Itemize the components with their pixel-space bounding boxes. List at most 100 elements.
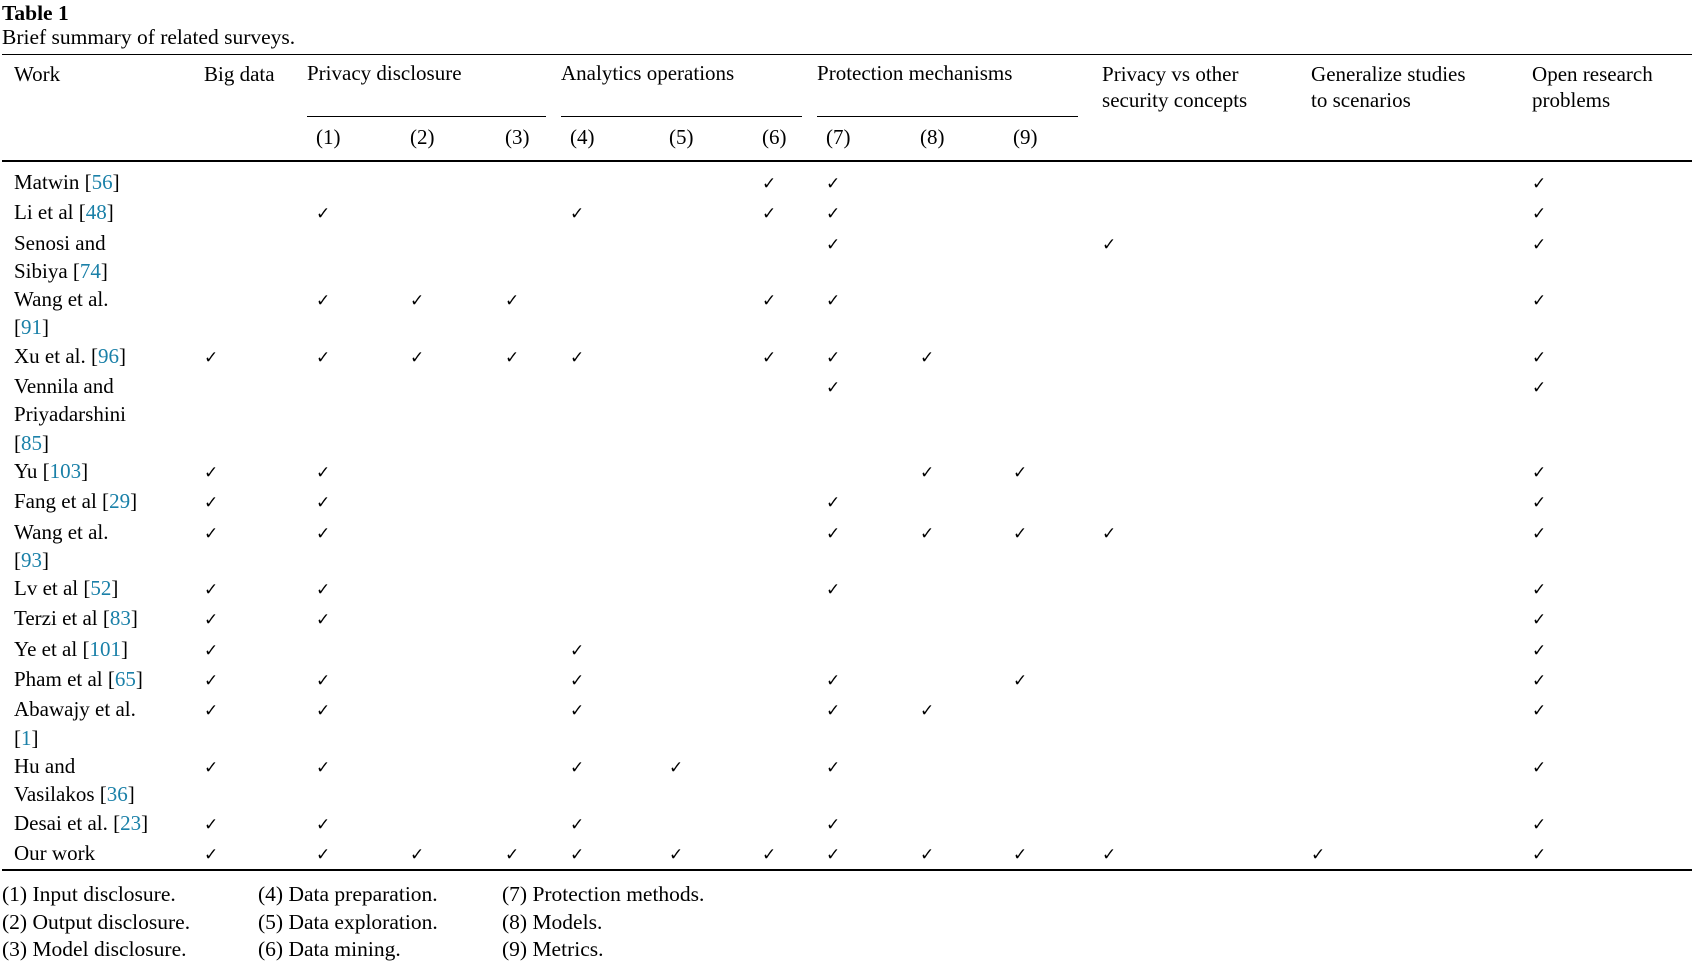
check-cell-(7): ✓ (814, 518, 908, 575)
work-name: Terzi et al [ (14, 606, 110, 631)
check-cell-(3) (493, 574, 558, 604)
citation-link[interactable]: 65 (114, 667, 136, 692)
check-cell-(1): ✓ (304, 695, 398, 752)
check-mark: ✓ (570, 701, 585, 722)
check-cell-(3) (493, 229, 558, 286)
check-cell-(9) (1001, 574, 1090, 604)
citation-link[interactable]: 96 (97, 343, 119, 368)
check-mark: ✓ (669, 844, 684, 865)
check-cell-(3) (493, 487, 558, 517)
check-mark: ✓ (1102, 234, 1117, 255)
check-mark: ✓ (505, 347, 520, 368)
check-cell-(5) (657, 457, 750, 487)
check-cell-open_research_problems: ✓ (1520, 695, 1692, 752)
work-name: Lv et al [ (14, 576, 91, 601)
check-cell-(3): ✓ (493, 342, 558, 372)
table-row: Our work ✓ ✓ ✓ ✓ ✓ ✓ ✓ ✓ ✓ ✓ ✓ ✓ ✓ (2, 839, 1692, 870)
check-cell-(6) (750, 665, 814, 695)
check-cell-(5) (657, 229, 750, 286)
legend-item: (9) Metrics. (502, 936, 604, 961)
check-cell-generalize_studies_to_scenarios (1299, 161, 1520, 198)
check-cell-(7) (814, 635, 908, 665)
check-cell-privacy_vs_other_security_concepts (1090, 752, 1299, 809)
check-cell-(4) (558, 518, 657, 575)
check-cell-generalize_studies_to_scenarios: ✓ (1299, 839, 1520, 870)
citation-link[interactable]: 29 (109, 489, 131, 514)
check-mark: ✓ (570, 757, 585, 778)
check-mark: ✓ (826, 671, 841, 692)
check-cell-(2) (398, 518, 493, 575)
check-mark: ✓ (316, 462, 331, 483)
work-cell: Matwin [56] (2, 161, 192, 198)
check-cell-big_data: ✓ (192, 839, 304, 870)
work-cell: Pham et al [65] (2, 665, 192, 695)
check-mark: ✓ (204, 844, 219, 865)
citation-link[interactable]: 48 (85, 200, 107, 225)
check-cell-(7): ✓ (814, 342, 908, 372)
subcolumn-header-2: (2) (398, 117, 493, 162)
citation-link[interactable]: 93 (21, 547, 42, 572)
check-cell-big_data: ✓ (192, 752, 304, 809)
citation-link[interactable]: 83 (109, 606, 131, 631)
check-cell-open_research_problems: ✓ (1520, 285, 1692, 342)
work-name-bracket: ] (42, 547, 49, 572)
work-name-bracket: ] (42, 315, 49, 340)
check-cell-(4): ✓ (558, 839, 657, 870)
check-cell-big_data: ✓ (192, 695, 304, 752)
check-mark: ✓ (1532, 610, 1547, 631)
check-cell-generalize_studies_to_scenarios (1299, 372, 1520, 457)
check-cell-(5) (657, 161, 750, 198)
citation-link[interactable]: 74 (79, 258, 101, 283)
check-cell-(3) (493, 604, 558, 634)
check-mark: ✓ (762, 174, 777, 194)
check-cell-(5) (657, 342, 750, 372)
check-mark: ✓ (570, 204, 585, 225)
citation-link[interactable]: 91 (21, 315, 42, 340)
citation-link[interactable]: 85 (21, 430, 42, 455)
check-cell-(4): ✓ (558, 809, 657, 839)
check-cell-(8) (908, 752, 1001, 809)
check-mark: ✓ (316, 701, 331, 722)
table-row: Li et al [48] ✓ ✓ ✓ ✓ ✓ (2, 198, 1692, 228)
check-cell-(1): ✓ (304, 285, 398, 342)
check-cell-(8): ✓ (908, 457, 1001, 487)
check-cell-(1): ✓ (304, 518, 398, 575)
check-mark: ✓ (1532, 701, 1547, 722)
table-row: Xu et al. [96] ✓ ✓ ✓ ✓ ✓ ✓ ✓ ✓ ✓ (2, 342, 1692, 372)
check-cell-(1): ✓ (304, 752, 398, 809)
check-cell-(1) (304, 229, 398, 286)
check-mark: ✓ (1532, 814, 1547, 835)
citation-link[interactable]: 52 (90, 576, 112, 601)
check-cell-(3) (493, 635, 558, 665)
check-mark: ✓ (570, 640, 585, 661)
check-cell-(9) (1001, 695, 1090, 752)
citation-link[interactable]: 23 (120, 810, 142, 835)
check-cell-(5) (657, 198, 750, 228)
table-row: Desai et al. [23] ✓ ✓ ✓ ✓ ✓ (2, 809, 1692, 839)
check-mark: ✓ (316, 757, 331, 778)
check-mark: ✓ (204, 757, 219, 778)
check-mark: ✓ (204, 462, 219, 483)
check-cell-(9) (1001, 372, 1090, 457)
check-mark: ✓ (826, 701, 841, 722)
check-cell-(6) (750, 457, 814, 487)
work-name: Fang et al [ (14, 489, 110, 514)
check-cell-(2) (398, 574, 493, 604)
citation-link[interactable]: 103 (49, 458, 82, 483)
work-name: Wang et al. [ (14, 519, 109, 572)
subcolumn-header-1: (1) (304, 117, 398, 162)
work-name-bracket: ] (106, 200, 114, 225)
table-row: Yu [103] ✓ ✓ ✓ ✓ ✓ (2, 457, 1692, 487)
citation-link[interactable]: 1 (21, 725, 32, 750)
check-cell-(9) (1001, 285, 1090, 342)
check-mark: ✓ (1102, 844, 1117, 865)
citation-link[interactable]: 36 (106, 782, 128, 807)
check-cell-(8) (908, 198, 1001, 228)
citation-link[interactable]: 56 (91, 170, 113, 194)
check-mark: ✓ (204, 701, 219, 722)
check-cell-generalize_studies_to_scenarios (1299, 665, 1520, 695)
citation-link[interactable]: 101 (89, 636, 121, 661)
check-mark: ✓ (204, 493, 219, 514)
check-cell-(8): ✓ (908, 342, 1001, 372)
check-mark: ✓ (826, 580, 841, 601)
